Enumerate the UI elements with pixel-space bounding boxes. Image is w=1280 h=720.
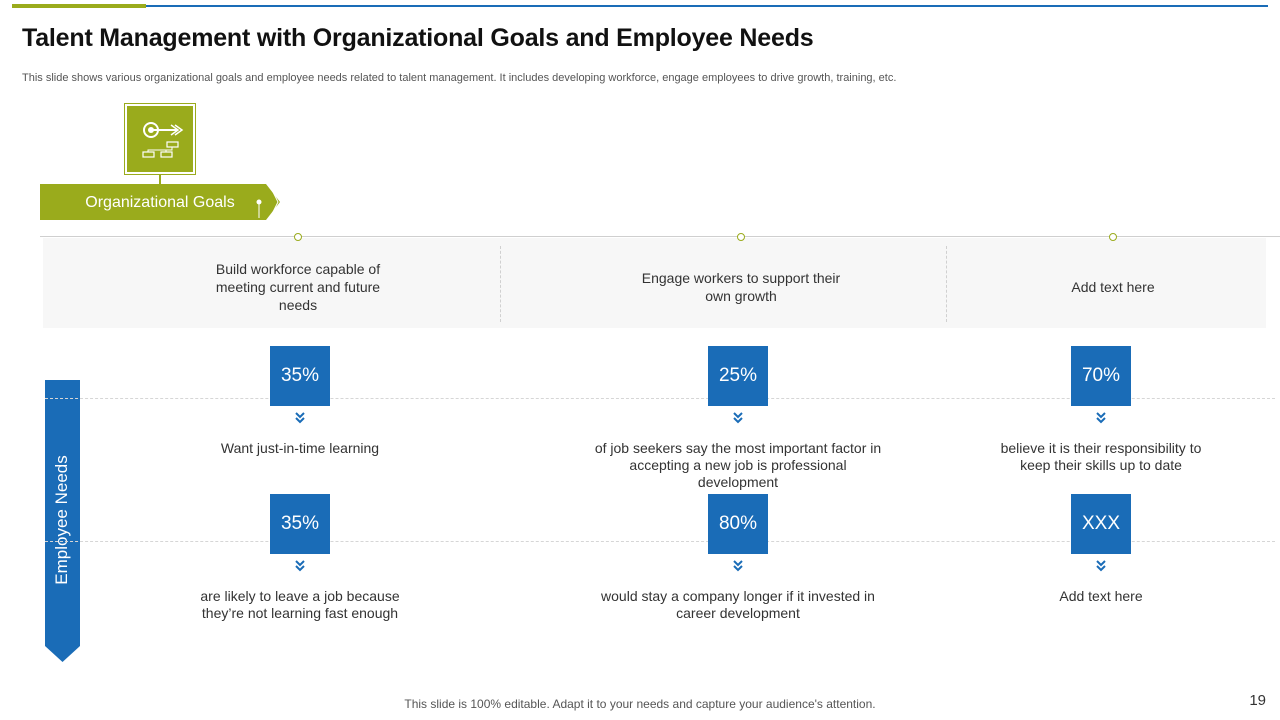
need-value-badge: 80%	[708, 494, 768, 554]
organizational-goals-banner	[40, 184, 280, 220]
goal-divider	[500, 246, 501, 322]
goal-marker-dot	[1109, 233, 1117, 241]
goals-strip	[43, 238, 1266, 328]
need-value-badge: 70%	[1071, 346, 1131, 406]
slide-footer: This slide is 100% editable. Adapt it to…	[404, 697, 876, 711]
goal-divider	[946, 246, 947, 322]
chevron-down-icon	[295, 412, 305, 424]
slide-title: Talent Management with Organizational Go…	[22, 24, 814, 52]
goal-text: Engage workers to support their own grow…	[641, 270, 841, 304]
needs-row-line	[45, 398, 1275, 399]
slide-subtitle: This slide shows various organizational …	[22, 72, 897, 84]
needs-row-line	[45, 541, 1275, 542]
employee-needs-arrow	[45, 380, 80, 662]
organizational-goals-icon-box	[125, 104, 195, 174]
goal-marker-dot	[737, 233, 745, 241]
need-description: Add text here	[1059, 588, 1143, 604]
need-description: of job seekers say the most important fa…	[594, 440, 882, 490]
chevron-down-icon	[733, 412, 743, 424]
chevron-down-icon	[1096, 412, 1106, 424]
target-flowchart-icon	[142, 122, 184, 158]
need-value-badge: XXX	[1071, 494, 1131, 554]
employee-needs-label: Employee Needs	[52, 455, 71, 585]
goals-timeline-line	[40, 236, 1280, 237]
need-description: Want just-in-time learning	[220, 440, 380, 456]
goal-icon-connector	[159, 174, 161, 186]
need-description: are likely to leave a job because they’r…	[200, 588, 400, 621]
need-value-badge: 35%	[270, 494, 330, 554]
goal-text: Build workforce capable of meeting curre…	[215, 261, 381, 313]
organizational-goals-label: Organizational Goals	[85, 194, 235, 211]
need-description: believe it is their responsibility to ke…	[1000, 440, 1202, 473]
need-description: would stay a company longer if it invest…	[601, 588, 875, 621]
goal-marker-dot	[294, 233, 302, 241]
page-number: 19	[1249, 692, 1266, 709]
chevron-down-icon	[733, 560, 743, 572]
need-value-badge: 35%	[270, 346, 330, 406]
chevron-down-icon	[1096, 560, 1106, 572]
top-accent-bar-green	[12, 4, 146, 8]
chevron-down-icon	[295, 560, 305, 572]
goal-text: Add text here	[1071, 279, 1155, 295]
need-value-badge: 25%	[708, 346, 768, 406]
top-accent-bar-blue	[146, 5, 1268, 7]
